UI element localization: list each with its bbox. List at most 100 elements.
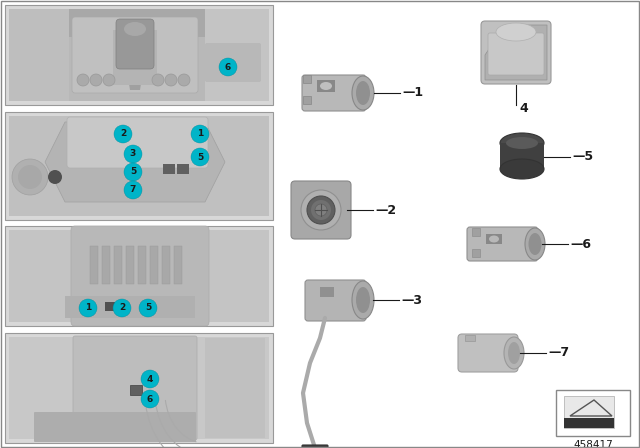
- FancyBboxPatch shape: [116, 19, 154, 69]
- Bar: [320, 287, 334, 297]
- FancyBboxPatch shape: [205, 43, 261, 82]
- FancyBboxPatch shape: [67, 117, 208, 168]
- Text: —3: —3: [401, 293, 422, 306]
- FancyBboxPatch shape: [488, 33, 544, 75]
- Circle shape: [191, 125, 209, 143]
- Circle shape: [90, 74, 102, 86]
- Circle shape: [103, 74, 115, 86]
- FancyBboxPatch shape: [72, 17, 198, 93]
- Bar: [150, 246, 158, 284]
- Circle shape: [139, 299, 157, 317]
- Bar: [9, 9, 69, 101]
- Bar: [205, 9, 269, 101]
- Circle shape: [191, 148, 209, 166]
- Text: —1: —1: [402, 86, 423, 99]
- Text: —7: —7: [548, 346, 569, 359]
- Bar: [9, 9, 269, 101]
- Text: —2: —2: [375, 203, 396, 216]
- Ellipse shape: [525, 228, 545, 260]
- Ellipse shape: [307, 196, 335, 224]
- Circle shape: [48, 170, 62, 184]
- Circle shape: [124, 181, 142, 199]
- Circle shape: [113, 299, 131, 317]
- Bar: [9, 337, 269, 439]
- Ellipse shape: [301, 190, 341, 230]
- Circle shape: [141, 390, 159, 408]
- Bar: [472, 249, 480, 257]
- Polygon shape: [45, 122, 225, 202]
- Ellipse shape: [500, 159, 544, 179]
- Bar: [9, 116, 269, 216]
- Text: 2: 2: [120, 129, 126, 138]
- Text: 7: 7: [130, 185, 136, 194]
- Bar: [9, 116, 269, 216]
- Bar: [317, 80, 335, 92]
- Bar: [9, 9, 269, 37]
- Ellipse shape: [124, 22, 146, 36]
- Bar: [303, 96, 311, 104]
- Circle shape: [124, 163, 142, 181]
- Bar: [303, 75, 311, 83]
- Circle shape: [178, 74, 190, 86]
- Text: —6: —6: [570, 237, 591, 250]
- Bar: [163, 164, 175, 174]
- Ellipse shape: [356, 287, 370, 313]
- Bar: [113, 30, 157, 85]
- Bar: [102, 246, 110, 284]
- Bar: [500, 143, 544, 169]
- Bar: [177, 164, 189, 174]
- Bar: [138, 246, 146, 284]
- Bar: [564, 418, 614, 428]
- Circle shape: [114, 125, 132, 143]
- Text: 458417: 458417: [573, 440, 613, 448]
- Text: 5: 5: [130, 168, 136, 177]
- Bar: [174, 246, 182, 284]
- Ellipse shape: [500, 133, 544, 153]
- Bar: [114, 246, 122, 284]
- Circle shape: [79, 299, 97, 317]
- Bar: [9, 337, 269, 439]
- Bar: [205, 338, 265, 438]
- Ellipse shape: [504, 337, 524, 369]
- Bar: [5, 333, 273, 443]
- Circle shape: [124, 145, 142, 163]
- Ellipse shape: [496, 23, 536, 41]
- Bar: [9, 230, 269, 322]
- Ellipse shape: [489, 236, 499, 242]
- Polygon shape: [564, 396, 614, 428]
- Bar: [105, 302, 115, 311]
- Circle shape: [141, 370, 159, 388]
- Bar: [278, 0, 640, 448]
- FancyBboxPatch shape: [305, 280, 366, 321]
- FancyBboxPatch shape: [291, 181, 351, 239]
- FancyBboxPatch shape: [481, 21, 551, 84]
- Ellipse shape: [352, 281, 374, 319]
- Circle shape: [219, 58, 237, 76]
- Ellipse shape: [315, 204, 327, 216]
- Bar: [465, 335, 475, 341]
- Polygon shape: [120, 20, 150, 90]
- Ellipse shape: [352, 76, 374, 110]
- FancyBboxPatch shape: [73, 336, 197, 440]
- FancyBboxPatch shape: [34, 412, 196, 442]
- Circle shape: [152, 74, 164, 86]
- Ellipse shape: [320, 82, 332, 90]
- FancyBboxPatch shape: [467, 227, 538, 261]
- Text: 5: 5: [197, 152, 203, 161]
- FancyBboxPatch shape: [302, 445, 328, 448]
- Bar: [5, 5, 273, 105]
- Text: 3: 3: [130, 150, 136, 159]
- Bar: [162, 246, 170, 284]
- Polygon shape: [485, 25, 547, 80]
- Ellipse shape: [506, 137, 538, 149]
- Text: —5: —5: [572, 151, 593, 164]
- Text: 1: 1: [85, 303, 91, 313]
- Text: 2: 2: [119, 303, 125, 313]
- Bar: [9, 9, 269, 101]
- Bar: [65, 296, 195, 318]
- Bar: [130, 385, 142, 395]
- Circle shape: [77, 74, 89, 86]
- Text: 4: 4: [147, 375, 153, 383]
- Bar: [556, 390, 630, 436]
- Bar: [5, 226, 273, 326]
